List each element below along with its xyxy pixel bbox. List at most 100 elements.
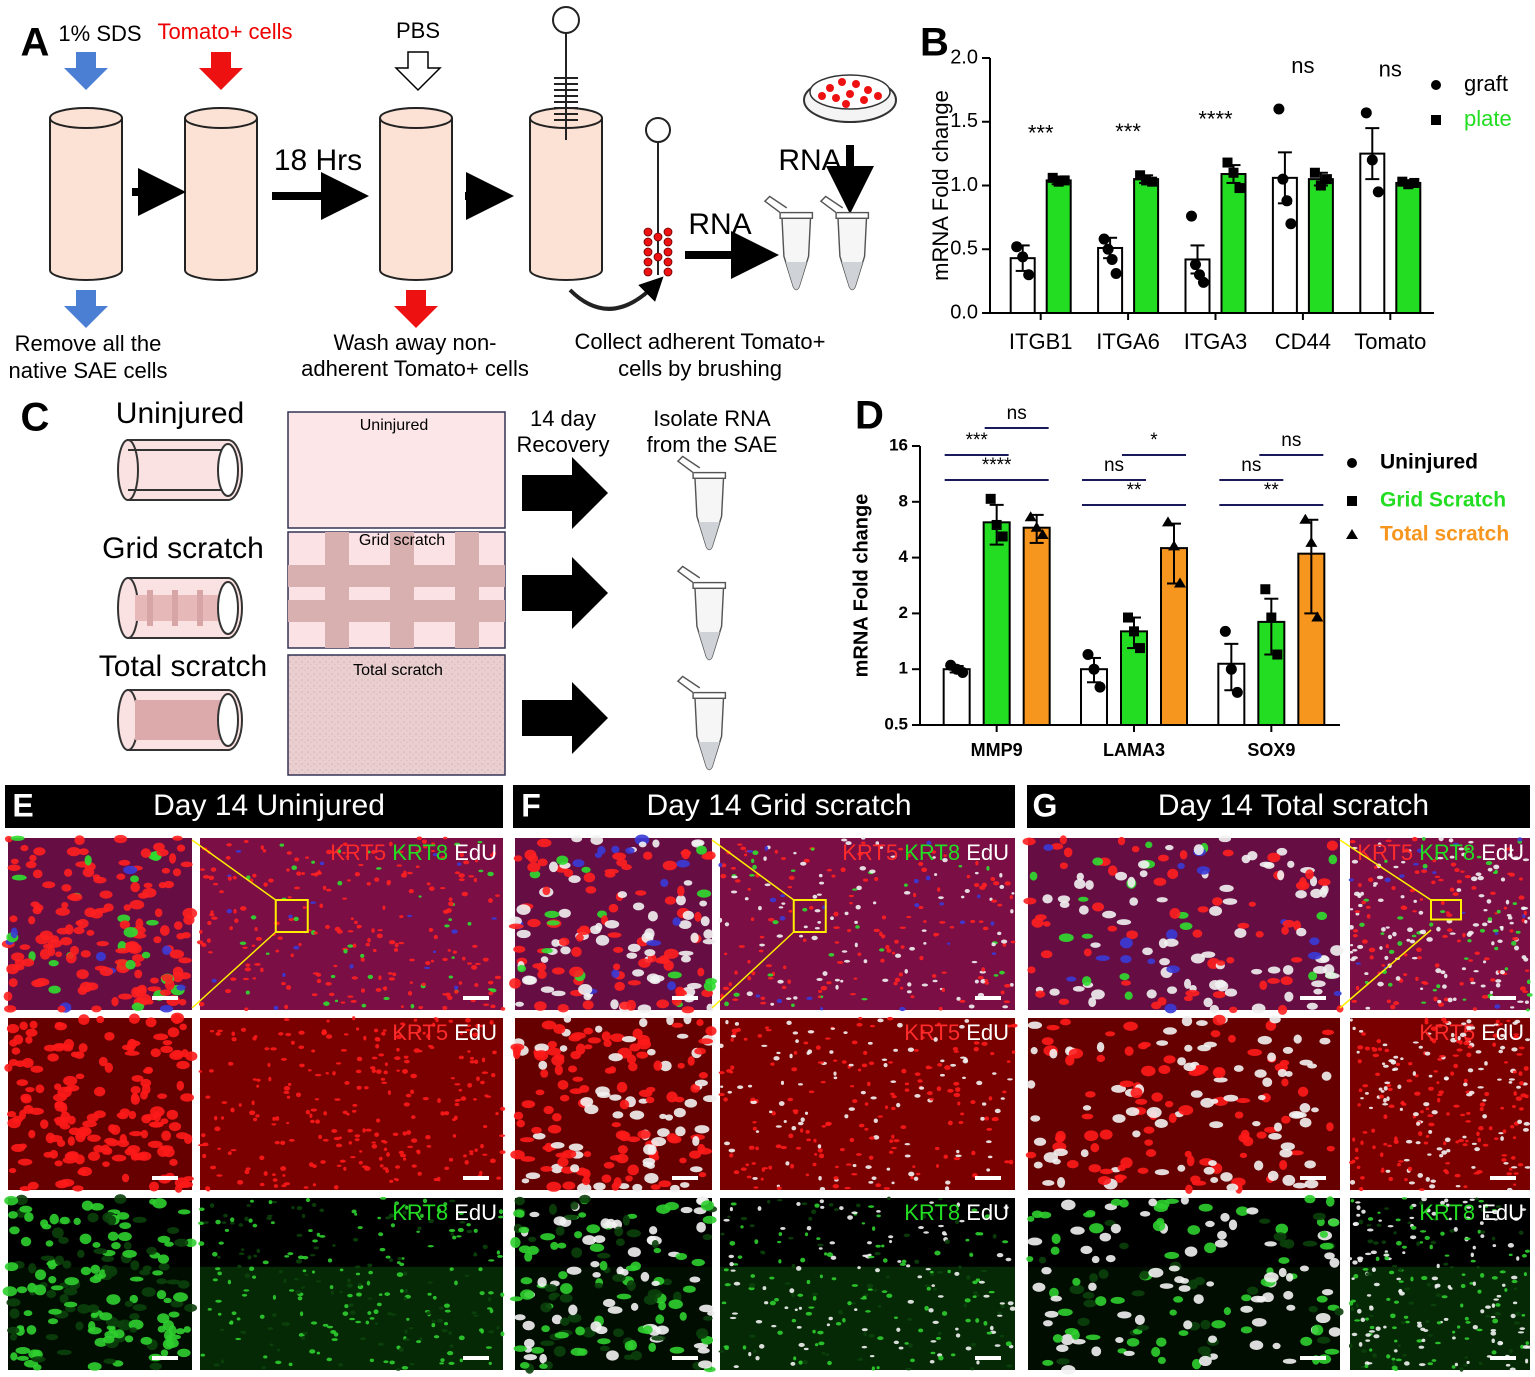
cell	[31, 1356, 46, 1363]
cell	[52, 1093, 67, 1102]
cell	[1372, 1353, 1378, 1358]
point	[1299, 513, 1312, 524]
cell	[380, 1077, 386, 1081]
cell	[63, 1086, 74, 1093]
cell	[821, 1125, 827, 1128]
cell	[1040, 950, 1053, 959]
cell	[1178, 1105, 1194, 1116]
cell	[311, 1202, 317, 1208]
cell	[251, 1100, 255, 1106]
cell	[546, 1047, 562, 1056]
cell	[1204, 1242, 1217, 1254]
cell	[1368, 947, 1376, 953]
cell	[57, 1005, 66, 1013]
cell	[8, 1211, 18, 1219]
cell	[861, 997, 868, 1001]
cell	[798, 1342, 805, 1347]
cell	[817, 1330, 824, 1335]
cell	[677, 885, 685, 897]
cell	[1418, 1345, 1425, 1349]
point	[1225, 663, 1237, 675]
cell	[352, 1016, 356, 1021]
panel-label: G	[1033, 787, 1058, 823]
cell	[958, 1120, 964, 1125]
cell	[629, 1110, 645, 1120]
cell	[539, 1363, 548, 1369]
cell	[124, 1050, 140, 1056]
arrow	[394, 51, 442, 92]
cell	[748, 1145, 755, 1150]
cell	[781, 856, 786, 861]
cell	[1455, 1185, 1461, 1188]
cell	[389, 1179, 394, 1184]
cell	[868, 1155, 874, 1160]
cell	[333, 1185, 339, 1190]
cell	[926, 1286, 931, 1291]
cell	[1513, 1035, 1520, 1039]
cell	[1071, 1338, 1086, 1345]
cell	[795, 1266, 802, 1271]
cell	[293, 945, 300, 950]
cell	[1366, 1362, 1373, 1365]
cell	[315, 972, 322, 977]
cell	[417, 1028, 421, 1033]
cell	[1384, 1207, 1389, 1210]
cell	[207, 1307, 212, 1311]
cell	[1491, 1236, 1496, 1241]
cell	[964, 1298, 971, 1303]
cell	[615, 1238, 625, 1247]
cell	[830, 916, 834, 921]
cell	[268, 1200, 273, 1205]
cell	[839, 1148, 845, 1152]
cell	[703, 980, 716, 992]
cell	[326, 1325, 334, 1329]
cell	[1205, 1220, 1215, 1228]
cell	[1069, 1284, 1085, 1295]
image-background	[720, 1198, 1015, 1370]
cell	[888, 1150, 894, 1154]
cell	[1156, 1337, 1167, 1347]
cell	[792, 1031, 799, 1035]
cell	[1525, 1341, 1530, 1345]
cell	[1522, 1127, 1529, 1132]
cell	[1513, 1033, 1520, 1036]
cell	[834, 978, 840, 982]
cell	[960, 895, 965, 899]
cell	[857, 852, 864, 856]
cell	[173, 1292, 188, 1302]
cell	[350, 999, 357, 1003]
point	[1409, 177, 1420, 188]
cell	[415, 849, 422, 853]
cell	[1083, 1299, 1097, 1308]
cell	[601, 1174, 612, 1183]
cell	[699, 1304, 714, 1313]
y-tick-label: 16	[889, 435, 908, 454]
cell	[1407, 1221, 1412, 1224]
cell	[165, 1338, 179, 1348]
cell	[1276, 847, 1288, 856]
cell	[1007, 1078, 1013, 1081]
tubes	[676, 195, 870, 771]
cell	[772, 920, 779, 925]
cell	[882, 1258, 888, 1263]
cell	[814, 927, 820, 930]
cell	[1366, 914, 1371, 919]
cell	[149, 1362, 162, 1371]
cell	[1412, 910, 1417, 913]
cell	[628, 1062, 638, 1072]
cell	[683, 1285, 696, 1293]
cell	[943, 1154, 948, 1159]
cell	[878, 846, 884, 849]
cell	[169, 853, 177, 864]
cell	[1388, 1270, 1395, 1275]
cell	[179, 972, 191, 980]
cell	[1434, 875, 1441, 878]
cell	[448, 1228, 456, 1233]
dish	[803, 74, 897, 123]
cell	[826, 868, 833, 872]
cell	[690, 1083, 700, 1093]
cell	[1254, 1069, 1267, 1078]
scale-bar	[463, 996, 489, 1000]
cell	[1454, 868, 1460, 873]
cell	[1082, 1292, 1095, 1299]
